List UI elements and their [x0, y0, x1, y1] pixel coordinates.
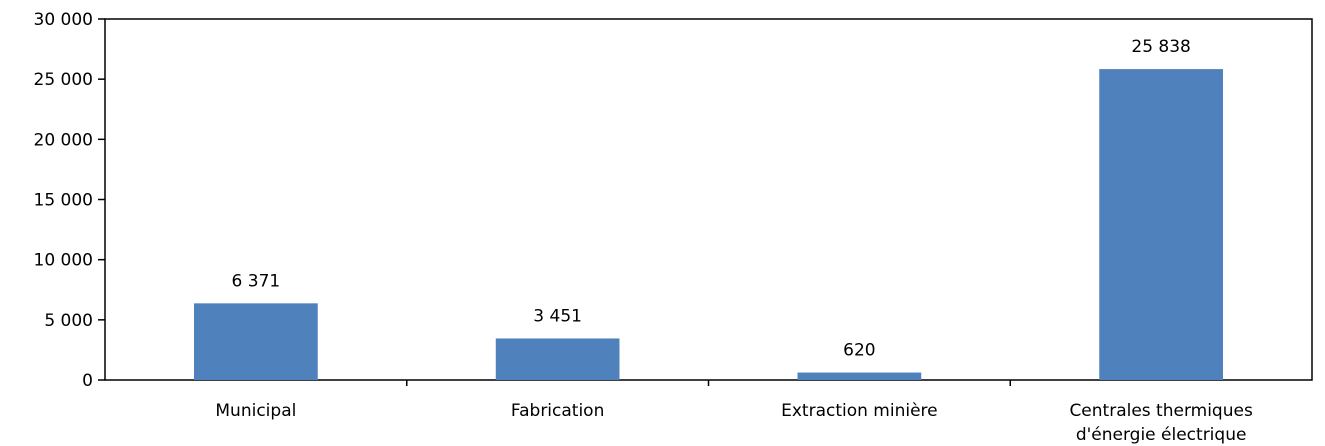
y-tick-label: 30 000: [34, 10, 93, 30]
x-tick-label: Municipal: [215, 401, 296, 421]
y-tick-label: 15 000: [34, 191, 93, 211]
y-tick-label: 25 000: [34, 70, 93, 90]
x-tick-label: Extraction minière: [781, 401, 938, 421]
x-tick-label: Centrales thermiques: [1069, 401, 1253, 421]
bar: [1099, 69, 1223, 380]
y-tick-label: 10 000: [34, 251, 93, 271]
data-labels: 6 371 3 451 620 25 838: [232, 37, 1191, 360]
data-label: 6 371: [232, 271, 281, 291]
bar: [194, 303, 318, 380]
y-tick-label: 5 000: [44, 311, 93, 331]
x-axis-labels: Municipal Fabrication Extraction minière Ce…: [215, 380, 1253, 445]
x-tick-label: Fabrication: [511, 401, 604, 421]
bar: [495, 338, 620, 380]
y-tick-label: 0: [82, 371, 93, 391]
x-tick-label: d'énergie électrique: [1076, 425, 1247, 445]
bar: [797, 372, 922, 380]
data-label: 25 838: [1131, 37, 1190, 57]
bars: [194, 69, 1223, 380]
y-tick-label: 20 000: [34, 130, 93, 150]
data-label: 620: [843, 341, 875, 361]
data-label: 3 451: [533, 306, 582, 326]
y-axis: 0 5 000 10 000 15 000 20 000 25 000 30 000: [34, 10, 105, 391]
